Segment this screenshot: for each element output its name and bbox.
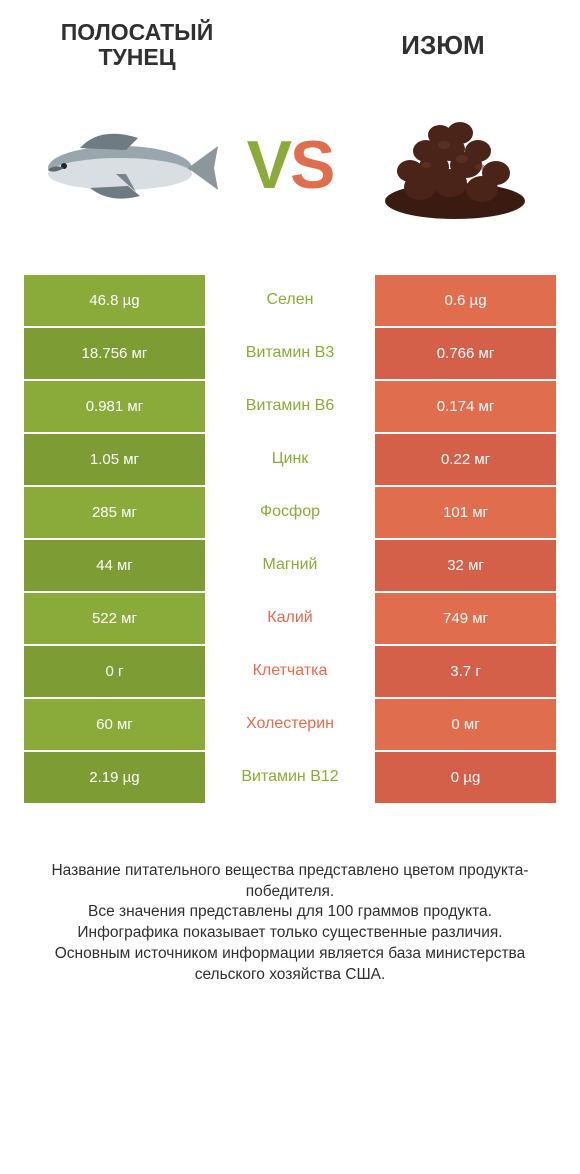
value-left: 522 мг [24, 593, 205, 644]
value-left: 2.19 µg [24, 752, 205, 803]
value-right: 0.766 мг [375, 328, 556, 379]
nutrient-name: Холестерин [205, 699, 375, 750]
value-right: 0.6 µg [375, 275, 556, 326]
value-left: 0.981 мг [24, 381, 205, 432]
value-left: 1.05 мг [24, 434, 205, 485]
vs-s: S [290, 127, 333, 203]
value-left: 46.8 µg [24, 275, 205, 326]
value-left: 60 мг [24, 699, 205, 750]
value-right: 3.7 г [375, 646, 556, 697]
table-row: 18.756 мгВитамин B30.766 мг [24, 328, 556, 381]
nutrient-name: Селен [205, 275, 375, 326]
tuna-image [30, 105, 220, 225]
value-right: 101 мг [375, 487, 556, 538]
raisins-image [360, 105, 550, 225]
value-right: 0 µg [375, 752, 556, 803]
table-row: 285 мгФосфор101 мг [24, 487, 556, 540]
hero-row: VS [24, 105, 556, 225]
title-right: Изюм [330, 31, 556, 60]
table-row: 60 мгХолестерин0 мг [24, 699, 556, 752]
value-right: 0 мг [375, 699, 556, 750]
table-row: 46.8 µgСелен0.6 µg [24, 275, 556, 328]
value-right: 32 мг [375, 540, 556, 591]
nutrient-name: Магний [205, 540, 375, 591]
table-row: 1.05 мгЦинк0.22 мг [24, 434, 556, 487]
value-left: 0 г [24, 646, 205, 697]
table-row: 44 мгМагний32 мг [24, 540, 556, 593]
nutrient-name: Цинк [205, 434, 375, 485]
value-right: 0.174 мг [375, 381, 556, 432]
nutrient-name: Витамин B3 [205, 328, 375, 379]
footer-note: Название питательного вещества представл… [24, 861, 556, 987]
value-left: 285 мг [24, 487, 205, 538]
title-row: Полосатый тунец Изюм [24, 20, 556, 71]
nutrient-name: Калий [205, 593, 375, 644]
vs-label: VS [247, 126, 334, 204]
comparison-table: 46.8 µgСелен0.6 µg18.756 мгВитамин B30.7… [24, 275, 556, 805]
table-row: 522 мгКалий749 мг [24, 593, 556, 646]
value-right: 0.22 мг [375, 434, 556, 485]
value-left: 44 мг [24, 540, 205, 591]
nutrient-name: Витамин B12 [205, 752, 375, 803]
nutrient-name: Фосфор [205, 487, 375, 538]
nutrient-name: Витамин B6 [205, 381, 375, 432]
table-row: 2.19 µgВитамин B120 µg [24, 752, 556, 805]
value-left: 18.756 мг [24, 328, 205, 379]
value-right: 749 мг [375, 593, 556, 644]
table-row: 0 гКлетчатка3.7 г [24, 646, 556, 699]
nutrient-name: Клетчатка [205, 646, 375, 697]
table-row: 0.981 мгВитамин B60.174 мг [24, 381, 556, 434]
vs-v: V [247, 127, 290, 203]
title-left: Полосатый тунец [24, 20, 250, 71]
